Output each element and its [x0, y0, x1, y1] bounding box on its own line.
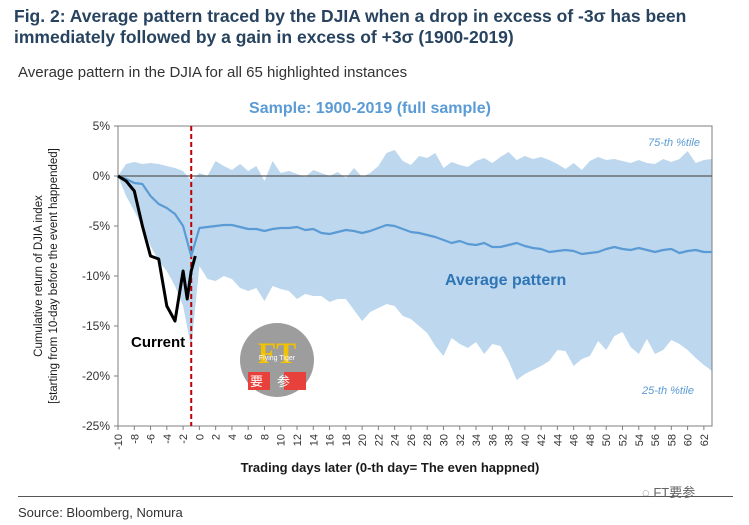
chart: 5%0%-5%-10%-15%-20%-25%-10 -8 -6 -4 -2 0 2 4 6 8 1… [33, 100, 713, 475]
chart-text-layer: 5%0%-5%-10%-15%-20%-25%-10 -8 -6 -4 -2 0 2 4 6 8 1… [33, 100, 711, 475]
x-tick-label: 44 [552, 434, 564, 446]
x-tick-label: 34 [471, 434, 483, 446]
x-tick-label: 28 [422, 434, 434, 446]
source-note: Source: Bloomberg, Nomura [18, 505, 183, 520]
x-tick-label: 2 [211, 434, 223, 440]
lower-percentile-label: 25-th %tile [641, 385, 694, 397]
x-tick-label: -2 [178, 434, 190, 444]
y-tick-label: -10% [82, 269, 110, 283]
x-tick-label: 40 [520, 434, 532, 446]
chat-icon: ◌ [642, 485, 654, 500]
average-pattern-line [117, 174, 712, 258]
series-layer [117, 126, 712, 426]
x-tick-label: 30 [438, 434, 450, 446]
logo-badge-left [248, 372, 270, 390]
average-pattern-label: Average pattern [445, 272, 566, 289]
logo-badge-right [284, 372, 306, 390]
percentile-band-layer [118, 150, 712, 380]
x-tick-label: 60 [683, 434, 695, 446]
x-tick-label: 14 [308, 434, 320, 446]
x-tick-label: 20 [357, 434, 369, 446]
x-tick-label: 52 [617, 434, 629, 446]
x-tick-label: 18 [341, 434, 353, 446]
x-axis-label: Trading days later (0-th day= The even h… [241, 460, 540, 475]
x-tick-label: 16 [325, 434, 337, 446]
current-line [117, 174, 197, 323]
figure-title: Fig. 2: Average pattern traced by the DJ… [14, 6, 687, 47]
x-tick-label: 56 [650, 434, 662, 446]
x-tick-label: 24 [390, 434, 402, 446]
logo-subtext: Flying Tiger [259, 355, 296, 362]
x-tick-label: -8 [129, 434, 141, 444]
logo-text: FT [258, 337, 296, 370]
axes-layer [114, 125, 713, 430]
x-tick-label: 12 [292, 434, 304, 446]
x-tick-label: 6 [243, 434, 255, 440]
x-tick-label: -10 [113, 434, 125, 450]
ft-logo: FT Flying Tiger 要参 [240, 323, 314, 397]
y-tick-label: -15% [82, 319, 110, 333]
y-axis-label: Cumulative return of DJIA index [33, 195, 45, 357]
y-tick-label: -25% [82, 419, 110, 433]
footer-divider [18, 496, 733, 497]
x-tick-label: -6 [146, 434, 158, 444]
x-tick-label: 4 [227, 434, 239, 440]
x-tick-label: 46 [569, 434, 581, 446]
x-tick-label: 62 [699, 434, 711, 446]
x-tick-label: 48 [585, 434, 597, 446]
upper-percentile-label: 75-th %tile [648, 137, 700, 149]
x-tick-label: 38 [504, 434, 516, 446]
y-tick-label: 5% [93, 119, 111, 133]
x-tick-label: 0 [194, 434, 206, 440]
x-tick-label: 50 [601, 434, 613, 446]
wechat-watermark: ◌ FT要参 [642, 482, 695, 501]
x-tick-label: 8 [259, 434, 271, 440]
current-label: Current [131, 334, 185, 351]
x-tick-label: 42 [536, 434, 548, 446]
x-tick-label: 22 [373, 434, 385, 446]
y-axis-label: [starting from 10-day before the event h… [48, 148, 60, 404]
x-tick-label: 10 [276, 434, 288, 446]
percentile-band [118, 150, 712, 380]
figure-subtitle: Average pattern in the DJIA for all 65 h… [18, 64, 408, 81]
x-tick-label: 26 [406, 434, 418, 446]
chart-title: Sample: 1900-2019 (full sample) [249, 100, 491, 117]
y-tick-label: -20% [82, 369, 110, 383]
x-tick-label: 32 [455, 434, 467, 446]
x-tick-label: -4 [162, 434, 174, 444]
watermark-text: FT要参 [653, 485, 696, 500]
x-tick-label: 54 [634, 434, 646, 446]
x-tick-label: 58 [666, 434, 678, 446]
y-tick-label: 0% [93, 169, 111, 183]
x-tick-label: 36 [487, 434, 499, 446]
logo-badge-text: 要参 [250, 374, 304, 390]
y-tick-label: -5% [89, 219, 111, 233]
